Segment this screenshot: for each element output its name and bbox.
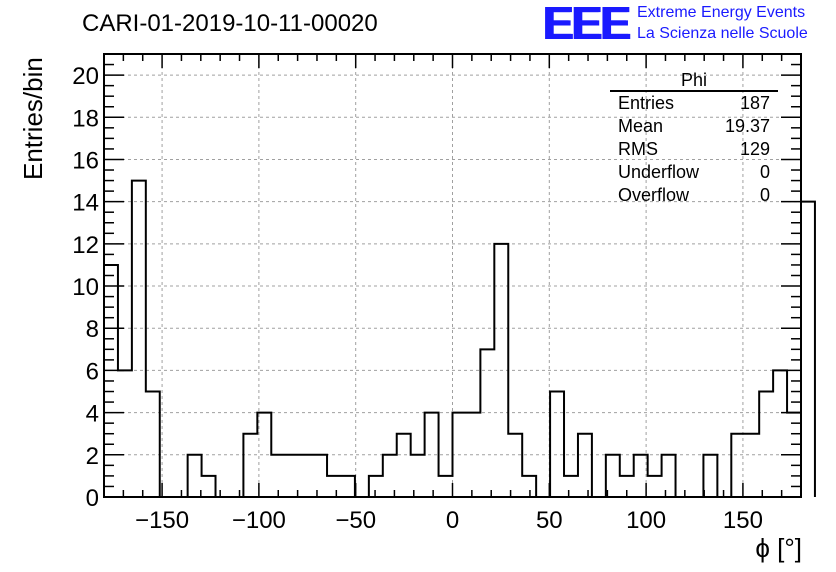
stats-row: Overflow 0 (610, 184, 778, 207)
x-tick-label: 100 (626, 507, 666, 534)
stats-label: Mean (618, 116, 664, 136)
stats-title: Phi (610, 70, 778, 92)
x-axis-label: ϕ [°] (755, 533, 802, 563)
y-tick-label: 10 (72, 274, 99, 301)
y-tick-label: 20 (72, 63, 99, 90)
y-tick-label: 8 (86, 316, 99, 343)
stats-row: Mean 19.37 (610, 115, 778, 138)
stats-label: Overflow (618, 185, 690, 205)
x-tick-label: −150 (135, 507, 189, 534)
y-tick-label: 12 (72, 232, 99, 259)
stats-box: Phi Entries 187 Mean 19.37 RMS 129 Under… (610, 70, 778, 207)
stats-row: Entries 187 (610, 92, 778, 115)
logo-line-1: Extreme Energy Events (637, 4, 806, 21)
y-tick-label: 4 (86, 401, 99, 428)
y-tick-label: 18 (72, 105, 99, 132)
stats-label: Underflow (618, 162, 700, 182)
x-tick-label: −100 (232, 507, 286, 534)
x-tick-label: −50 (335, 507, 376, 534)
y-tick-label: 0 (86, 485, 99, 512)
stats-value: 0 (759, 162, 770, 182)
y-tick-label: 14 (72, 190, 99, 217)
stats-value: 187 (739, 93, 770, 113)
stats-label: RMS (618, 139, 658, 159)
eee-logo: EEE (542, 0, 630, 49)
stats-value: 19.37 (724, 116, 770, 136)
stats-value: 0 (759, 185, 770, 205)
stats-value: 129 (739, 139, 770, 159)
stats-label: Entries (618, 93, 675, 113)
stats-row: RMS 129 (610, 138, 778, 161)
y-tick-label: 6 (86, 358, 99, 385)
chart-title: CARI-01-2019-10-11-00020 (82, 10, 378, 37)
y-axis-label: Entries/bin (18, 57, 48, 180)
x-tick-label: 150 (723, 507, 763, 534)
histogram-series (103, 179, 816, 498)
y-tick-label: 2 (86, 443, 99, 470)
x-tick-label: 50 (536, 507, 563, 534)
stats-row: Underflow 0 (610, 161, 778, 184)
x-tick-label: 0 (446, 507, 459, 534)
logo-line-2: La Scienza nelle Scuole (637, 25, 808, 42)
y-tick-label: 16 (72, 147, 99, 174)
